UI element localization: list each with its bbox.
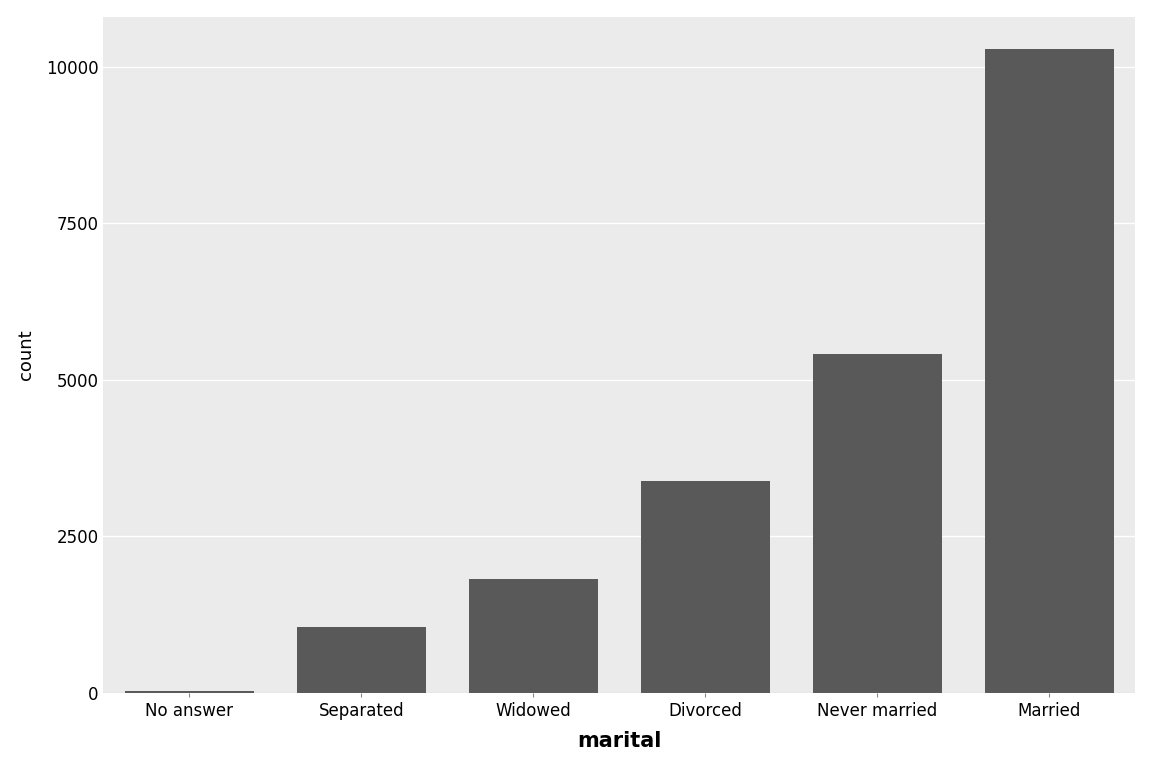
- Bar: [469, 579, 598, 693]
- Y-axis label: count: count: [16, 329, 35, 380]
- X-axis label: marital: marital: [577, 731, 661, 751]
- Bar: [813, 353, 942, 693]
- Bar: [124, 691, 253, 693]
- Bar: [297, 627, 426, 693]
- Bar: [641, 481, 770, 693]
- Bar: [985, 49, 1114, 693]
